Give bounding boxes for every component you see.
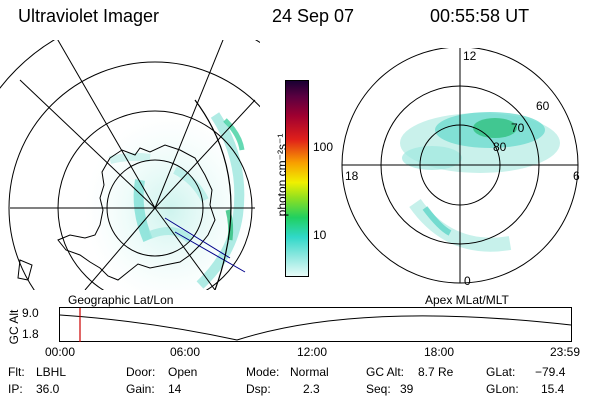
- glon-label: GLon:: [486, 382, 519, 396]
- instrument-title: Ultraviolet Imager: [18, 6, 160, 26]
- filter-label: Flt:: [8, 365, 25, 379]
- ip-value: 36.0: [36, 382, 60, 396]
- gc-alt-value: 8.7 Re: [418, 365, 454, 379]
- time-label: 00:55:58 UT: [430, 6, 530, 26]
- ip-label: IP:: [8, 382, 23, 396]
- mlat-label-60: 60: [536, 99, 550, 113]
- door-value: Open: [168, 365, 198, 379]
- door-label: Door:: [126, 365, 156, 379]
- colorbar-tick-100: 100: [313, 140, 334, 154]
- geographic-map: [0, 40, 260, 290]
- aurora-emission-right: [400, 112, 560, 252]
- glat-value: −79.4: [535, 365, 566, 379]
- longitude-grid: [10, 40, 256, 290]
- timeline-xtick-1800: 18:00: [424, 345, 455, 359]
- timeline-axis-label: GC Alt: [7, 309, 21, 345]
- altitude-curve: [59, 314, 572, 341]
- timeline-ytick-low: 1.8: [22, 327, 39, 341]
- seq-label: Seq:: [366, 382, 391, 396]
- colorbar-unit-label: photon cm⁻²s⁻¹: [275, 133, 289, 217]
- mlt-label-12: 12: [463, 49, 477, 63]
- timeline-xtick-1200: 12:00: [297, 345, 328, 359]
- mode-value: Normal: [290, 365, 329, 379]
- glat-label: GLat:: [486, 365, 516, 379]
- seq-value: 39: [400, 382, 414, 396]
- mode-label: Mode:: [246, 365, 280, 379]
- mlat-label-80: 80: [493, 140, 507, 154]
- filter-value: LBHL: [36, 365, 67, 379]
- coastline: [57, 144, 216, 281]
- gain-label: Gain:: [126, 382, 155, 396]
- timeline-xtick-2359: 23:59: [550, 345, 581, 359]
- gain-value: 14: [168, 382, 182, 396]
- colorbar-tick-10: 10: [313, 228, 327, 242]
- aurora-emission-left: [85, 112, 255, 290]
- dsp-label: Dsp:: [246, 382, 271, 396]
- left-panel-label: Geographic Lat/Lon: [68, 293, 174, 307]
- mlt-label-0: 0: [464, 274, 471, 288]
- timeline-xtick-0000: 00:00: [45, 345, 76, 359]
- track-lines: [164, 217, 246, 273]
- mlt-label-6: 6: [573, 169, 580, 183]
- right-panel-label: Apex MLat/MLT: [425, 293, 509, 307]
- mlat-label-70: 70: [511, 121, 525, 135]
- color-scale-bar: [285, 80, 309, 277]
- mlt-label-18: 18: [345, 169, 359, 183]
- timeline-xtick-0600: 06:00: [170, 345, 201, 359]
- date-label: 24 Sep 07: [272, 6, 355, 26]
- altitude-timeline: [59, 307, 572, 342]
- terminator-line: [194, 99, 232, 290]
- glon-value: 15.4: [541, 382, 565, 396]
- coastline-island: [17, 259, 33, 281]
- gc-alt-label: GC Alt:: [366, 365, 405, 379]
- dsp-value: 2.3: [303, 382, 320, 396]
- magnetic-polar-plot: 12 18 6 0 60 70 80: [341, 48, 580, 288]
- mlt-grid: [342, 48, 578, 283]
- timeline-ytick-high: 9.0: [22, 306, 39, 320]
